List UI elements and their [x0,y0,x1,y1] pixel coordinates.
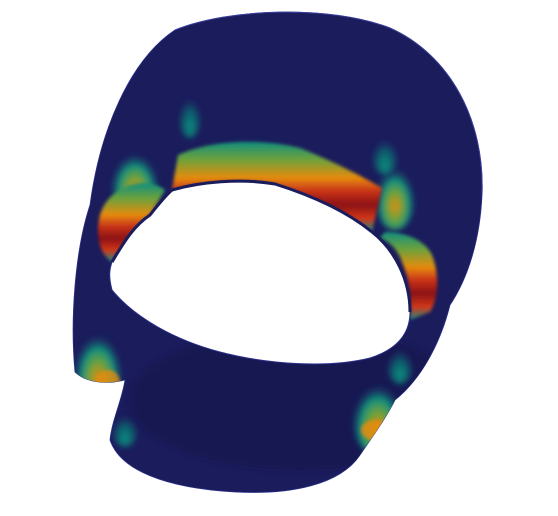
hot-band-right [380,232,438,320]
hot-band-left [98,183,165,262]
hot-band-top [172,141,382,232]
top-rim [174,11,483,196]
hotspot-outer-left [73,315,124,405]
